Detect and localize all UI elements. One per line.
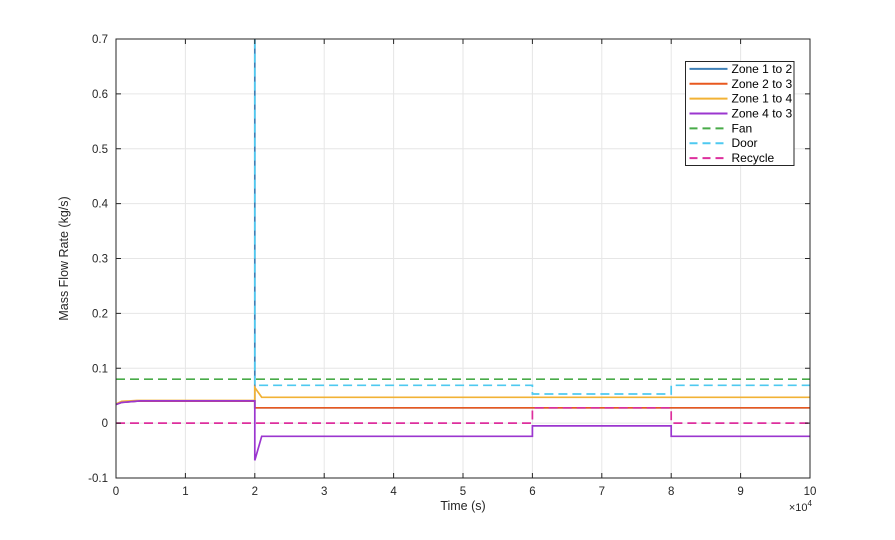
svg-text:0.1: 0.1 <box>92 363 108 375</box>
legend-item-zone-1-to-4: Zone 1 to 4 <box>689 92 793 106</box>
series-recycle-line <box>116 406 810 424</box>
svg-text:9: 9 <box>737 486 743 498</box>
svg-text:0.5: 0.5 <box>92 144 108 156</box>
x-axis-multiplier: ×104 <box>789 499 813 514</box>
svg-text:0: 0 <box>113 486 119 498</box>
legend-label: Zone 4 to 3 <box>732 107 793 121</box>
legend-label: Zone 1 to 2 <box>732 62 793 76</box>
svg-text:0.7: 0.7 <box>92 34 108 46</box>
legend-label: Door <box>732 136 758 150</box>
y-axis-label: Mass Flow Rate (kg/s) <box>57 196 71 320</box>
legend-item-fan: Fan <box>689 121 753 135</box>
axis-ticks <box>115 38 811 479</box>
svg-text:2: 2 <box>252 486 258 498</box>
svg-text:4: 4 <box>390 486 397 498</box>
plot-series <box>116 39 810 461</box>
legend-label: Fan <box>732 121 753 135</box>
svg-text:6: 6 <box>529 486 535 498</box>
legend-label: Zone 1 to 4 <box>732 92 793 106</box>
legend-label: Zone 2 to 3 <box>732 77 793 91</box>
legend-item-door: Door <box>689 136 758 150</box>
svg-text:0: 0 <box>102 418 108 430</box>
svg-text:0.6: 0.6 <box>92 89 108 101</box>
svg-text:7: 7 <box>599 486 605 498</box>
legend-item-zone-2-to-3: Zone 2 to 3 <box>689 77 793 91</box>
gridlines <box>116 39 810 478</box>
y-tick-labels: -0.1 0 0.1 0.2 0.3 0.4 0.5 0.6 0.7 <box>88 34 108 485</box>
svg-text:3: 3 <box>321 486 327 498</box>
svg-text:-0.1: -0.1 <box>88 473 108 485</box>
svg-text:8: 8 <box>668 486 674 498</box>
series-zone-4-to-3-line <box>116 400 810 461</box>
legend-item-recycle: Recycle <box>689 151 775 165</box>
legend-item-zone-4-to-3: Zone 4 to 3 <box>689 107 793 121</box>
svg-text:0.4: 0.4 <box>92 199 109 211</box>
svg-text:1: 1 <box>182 486 188 498</box>
x-tick-labels: 0 1 2 3 4 5 6 7 8 9 10 <box>113 486 817 498</box>
svg-text:10: 10 <box>804 486 817 498</box>
x-axis-label: Time (s) <box>440 499 485 513</box>
svg-text:0.3: 0.3 <box>92 254 108 266</box>
svg-text:5: 5 <box>460 486 466 498</box>
series-door-line <box>253 39 810 395</box>
legend-label: Recycle <box>732 151 775 165</box>
svg-text:0.2: 0.2 <box>92 308 108 320</box>
legend-item-zone-1-to-2: Zone 1 to 2 <box>689 62 793 76</box>
